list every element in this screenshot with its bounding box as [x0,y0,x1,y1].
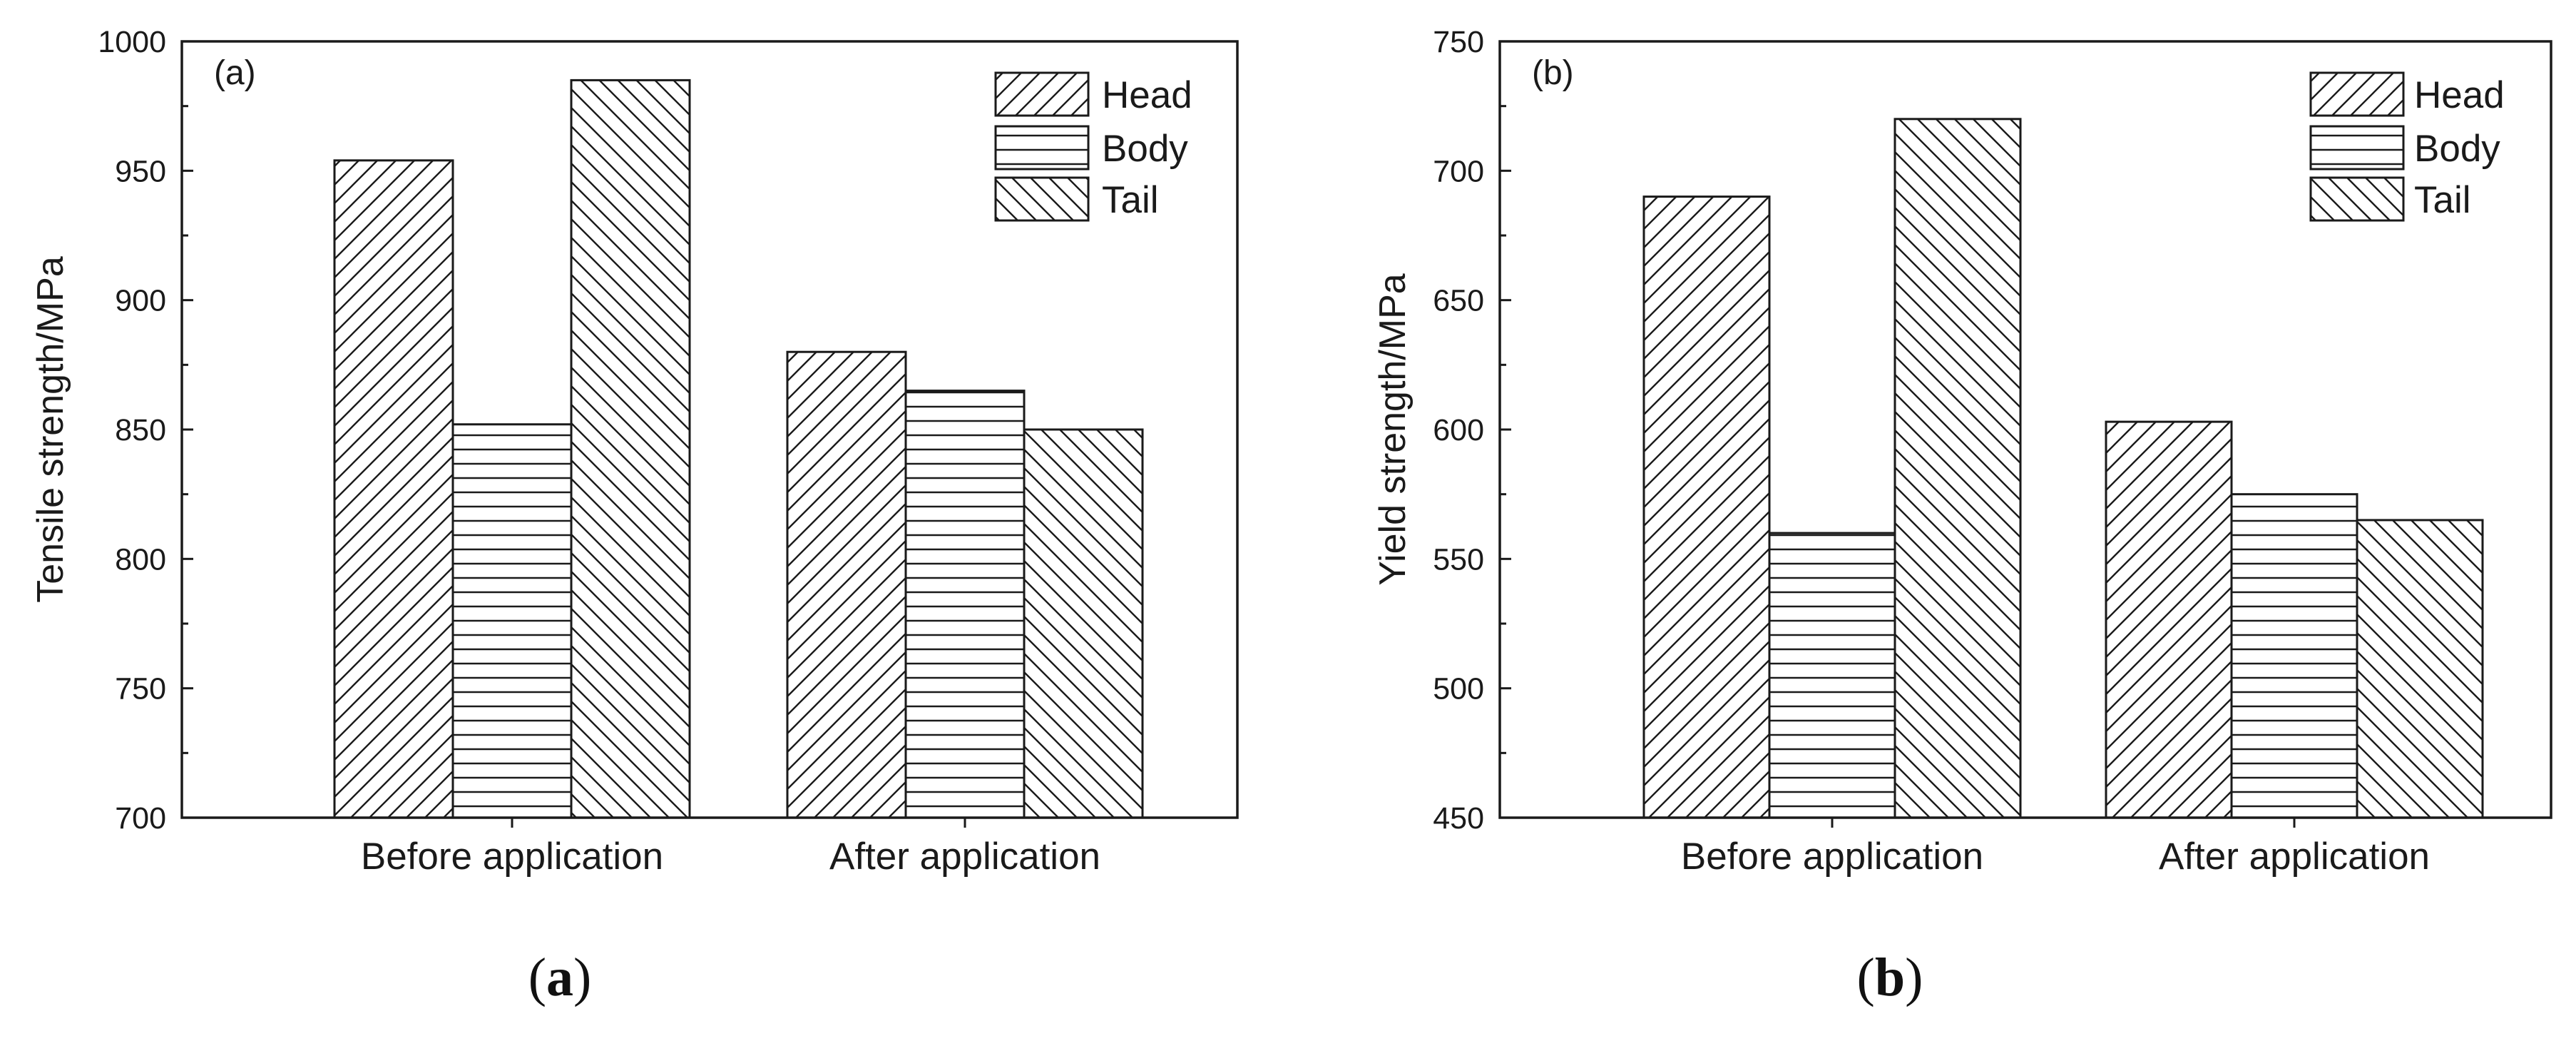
y-tick-label: 850 [115,413,166,447]
y-tick-label: 650 [1433,284,1484,318]
y-tick-label: 700 [1433,154,1484,188]
panel-caption: (a) [528,948,592,1007]
panel-tag: (b) [1532,54,1574,92]
y-tick-label: 450 [1433,801,1484,836]
y-tick-label: 950 [115,154,166,188]
tensile-strength-chart: 700 750 800 850 900 950 1000 Before application… [30,25,1239,1007]
bar-tail-after [2356,519,2484,819]
legend-label-head: Head [2414,74,2505,116]
bar-head-after [2105,420,2233,819]
legend-label-head: Head [1102,74,1192,116]
bar-tail-after [1023,428,1144,819]
caption-letter: b [1875,948,1905,1007]
y-tick-label: 500 [1433,672,1484,706]
y-tick-label: 750 [115,672,166,706]
bar-tail-before [1893,118,2022,819]
bar-body-after [904,390,1026,819]
legend-label-body: Body [1102,128,1188,170]
panel-tag: (a) [214,54,256,92]
legend-swatch-head [994,71,1090,117]
caption-letter: a [546,948,573,1007]
panel-caption: (b) [1857,948,1923,1007]
bar-head-after [786,350,907,819]
legend-label-tail: Tail [1102,179,1159,221]
legend-swatch-body [2309,125,2405,171]
y-tick-label: 900 [115,284,166,318]
legend-label-tail: Tail [2414,179,2471,221]
caption-open-paren: ( [1857,948,1875,1007]
y-tick-label: 600 [1433,413,1484,447]
caption-open-paren: ( [528,948,546,1007]
x-category-label: After application [2159,836,2430,878]
y-tick-label: 1000 [98,25,166,59]
yield-strength-chart: 450 500 550 600 650 700 750 Before application A… [1372,25,2552,1007]
y-tick-label: 750 [1433,25,1484,59]
legend-swatch-head [2309,71,2405,117]
legend-swatch-body [994,125,1090,171]
y-axis-title: Tensile strength/MPa [30,256,71,603]
legend-label-body: Body [2414,128,2500,170]
y-tick-label: 700 [115,801,166,836]
bar-body-before [451,423,573,819]
bar-head-before [1642,196,1771,819]
y-axis-title: Yield strength/MPa [1372,273,1414,585]
bar-head-before [333,159,454,819]
bar-body-after [2230,493,2358,819]
legend-swatch-tail [2309,176,2405,222]
y-tick-label: 800 [115,542,166,577]
legend: Head Body Tail [994,71,1192,222]
legend: Head Body Tail [2309,71,2505,222]
x-category-label: Before application [361,836,663,878]
caption-close-paren: ) [1905,948,1923,1007]
bar-body-before [1768,532,1896,819]
x-category-label: Before application [1681,836,1983,878]
bar-tail-before [570,78,691,819]
legend-swatch-tail [994,176,1090,222]
caption-close-paren: ) [573,948,591,1007]
x-category-label: After application [829,836,1100,878]
y-tick-label: 550 [1433,542,1484,577]
